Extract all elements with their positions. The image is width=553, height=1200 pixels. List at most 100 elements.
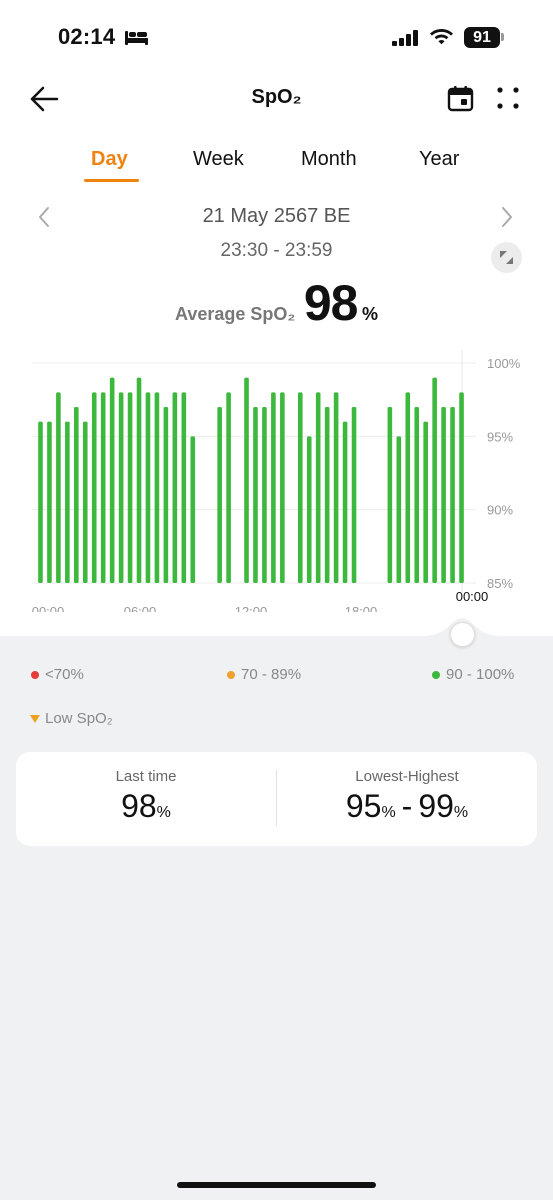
- expand-chart-button[interactable]: [491, 242, 522, 273]
- chart-bar: [181, 392, 187, 583]
- tab-week[interactable]: Week: [193, 148, 244, 170]
- chart-bar: [306, 436, 312, 583]
- chart-bar: [82, 421, 88, 583]
- unit: %: [156, 804, 171, 821]
- last-time-value: 98%: [16, 788, 276, 825]
- last-time-number: 98: [121, 788, 157, 824]
- chart-bar: [56, 392, 61, 583]
- tab-month[interactable]: Month: [301, 148, 357, 170]
- chart-bar: [47, 421, 52, 583]
- orange-dot-icon: [227, 670, 235, 679]
- status-time: 02:14: [58, 24, 116, 49]
- legend-label: 90 - 100%: [446, 666, 515, 683]
- back-arrow-icon[interactable]: [28, 83, 60, 115]
- signal-icon: [392, 30, 418, 46]
- battery-tip: [501, 33, 504, 41]
- chart-bar: [65, 421, 70, 583]
- y-tick-label: 95%: [487, 429, 513, 444]
- chart-bar: [38, 421, 43, 583]
- y-tick-label: 90%: [487, 503, 513, 518]
- more-options-icon[interactable]: [495, 85, 521, 111]
- chart-bar: [163, 407, 169, 583]
- green-dot-icon: [432, 670, 440, 679]
- chart-bar: [280, 392, 285, 583]
- lowest-highest-label: Lowest-Highest: [355, 768, 459, 785]
- tab-day[interactable]: Day: [91, 148, 128, 170]
- highest-number: 99: [418, 788, 454, 824]
- chart-bar: [145, 392, 151, 583]
- legend-item-70-89: 70 - 89%: [227, 666, 301, 683]
- x-tick-label: 12:00: [235, 604, 268, 612]
- y-tick-label: 85%: [487, 576, 513, 591]
- chart-bar: [432, 377, 437, 583]
- x-end-label: 00:00: [456, 589, 489, 604]
- selected-date: 21 May 2567 BE: [202, 205, 351, 227]
- battery-level: 91: [464, 27, 500, 48]
- lowest-number: 95: [345, 788, 382, 824]
- average-label: Average SpO₂: [175, 304, 296, 324]
- home-indicator[interactable]: [177, 1182, 376, 1188]
- chart-bar: [387, 407, 393, 583]
- calendar-icon[interactable]: [447, 85, 474, 112]
- unit: %: [453, 804, 469, 821]
- chart-bar: [74, 407, 79, 583]
- x-tick-label: 06:00: [124, 604, 157, 612]
- average-value: 98: [303, 275, 359, 331]
- legend-item-below-70: <70%: [31, 666, 84, 683]
- average-spo2: Average SpO₂ 98 %: [0, 274, 553, 332]
- legend-label: Low SpO₂: [45, 710, 113, 727]
- chart-bar: [244, 377, 249, 583]
- card-divider: [276, 770, 277, 826]
- chart-bar: [315, 392, 321, 583]
- chart-bar: [342, 421, 348, 583]
- chart-bar: [109, 377, 115, 583]
- lowest-highest-value: 95% -99%: [345, 788, 469, 824]
- legend-item-90-100: 90 - 100%: [432, 666, 514, 683]
- previous-day-chevron-icon[interactable]: [35, 205, 53, 229]
- chart-bar: [459, 392, 464, 583]
- next-day-chevron-icon[interactable]: [498, 205, 516, 229]
- chart-bar: [172, 392, 178, 583]
- time-slider-handle[interactable]: [450, 622, 475, 647]
- chart-bar: [127, 392, 133, 583]
- legend-label: <70%: [45, 666, 84, 683]
- chart-bar: [324, 407, 330, 583]
- chart-bar: [450, 407, 455, 583]
- chart-bar: [423, 421, 428, 583]
- chart-bar: [351, 407, 357, 583]
- stats-card: Last time 98% Lowest-Highest 95% -99%: [16, 752, 537, 846]
- chart-bar: [297, 392, 303, 583]
- bed-icon: [125, 31, 148, 45]
- average-unit: %: [361, 304, 378, 324]
- chart-bar: [226, 392, 231, 583]
- x-tick-label: 18:00: [345, 604, 378, 612]
- chart-bar: [441, 407, 446, 583]
- wifi-icon: [430, 29, 453, 45]
- selected-time-range: 23:30 - 23:59: [220, 240, 333, 261]
- chart-bar: [100, 392, 106, 583]
- page-title: SpO₂: [251, 86, 302, 108]
- unit: %: [381, 804, 396, 821]
- x-tick-label: 00:00: [32, 604, 65, 612]
- chart-bar: [253, 407, 258, 583]
- chart-bar: [271, 392, 276, 583]
- chart-bar: [136, 377, 142, 583]
- chart-bar: [405, 392, 411, 583]
- chart-bar: [154, 392, 160, 583]
- chart-bar: [262, 407, 267, 583]
- chart-bar: [396, 436, 402, 583]
- legend-label: 70 - 89%: [241, 666, 302, 683]
- chart-bar: [91, 392, 97, 583]
- y-tick-label: 100%: [487, 356, 521, 371]
- red-dot-icon: [31, 670, 39, 679]
- chart-bar: [217, 407, 222, 583]
- chart-bar: [414, 407, 420, 583]
- legend-item-low-spo2: Low SpO₂: [30, 710, 113, 727]
- triangle-down-icon: [30, 714, 40, 723]
- chart-bar: [333, 392, 339, 583]
- active-tab-indicator: [84, 179, 139, 182]
- expand-icon: [500, 251, 513, 264]
- tab-year[interactable]: Year: [419, 148, 460, 170]
- chart-bar: [118, 392, 124, 583]
